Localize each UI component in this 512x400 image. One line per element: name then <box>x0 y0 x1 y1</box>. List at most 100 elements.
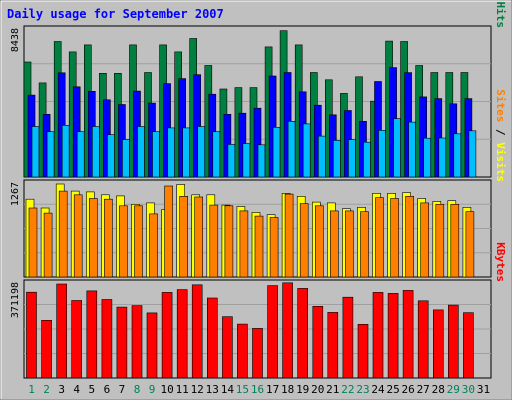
bar-pages-day-18 <box>287 121 296 178</box>
bar-kbytes-day-14 <box>222 316 233 379</box>
bar-sites-day-27 <box>420 202 430 278</box>
bar-sites-day-12 <box>194 196 203 278</box>
bar-kbytes-day-9 <box>146 312 158 379</box>
bar-pages-day-16 <box>257 144 266 178</box>
y-max-label: 1267 <box>10 182 21 206</box>
bar-pages-day-1 <box>31 126 40 178</box>
bar-kbytes-day-25 <box>387 293 399 379</box>
bar-pages-day-21 <box>332 140 341 178</box>
x-tick-label: 25 <box>386 383 399 396</box>
bar-pages-day-19 <box>302 123 311 178</box>
series-legend-label: KBytes <box>494 242 507 282</box>
bar-sites-day-21 <box>329 210 339 278</box>
x-tick-label: 21 <box>326 383 339 396</box>
bar-sites-day-20 <box>314 205 324 278</box>
x-tick-label: 4 <box>73 383 80 396</box>
x-tick-label: 9 <box>149 383 156 396</box>
bar-pages-day-30 <box>468 130 477 178</box>
bar-sites-day-6 <box>104 198 113 278</box>
x-tick-label: 26 <box>401 383 414 396</box>
legend-hits: Hits <box>494 2 507 29</box>
bar-files-day-24 <box>374 81 382 178</box>
series-legend-label: Pages / Files / Hits <box>494 0 507 28</box>
x-tick-label: 15 <box>236 383 249 396</box>
bar-kbytes-day-12 <box>191 284 203 379</box>
bar-sites-day-9 <box>149 213 158 278</box>
bar-sites-day-14 <box>224 205 234 278</box>
bar-kbytes-day-19 <box>297 288 309 379</box>
bar-kbytes-day-28 <box>432 309 444 379</box>
bar-sites-day-5 <box>89 198 98 278</box>
panel-hits-files-pages: 8438 Pages / Files / Hits <box>10 0 507 178</box>
bar-sites-day-22 <box>345 210 354 278</box>
legend-sites: Sites <box>494 89 507 122</box>
x-tick-label: 5 <box>88 383 95 396</box>
bar-sites-day-17 <box>269 217 279 278</box>
x-tick-label: 13 <box>206 383 219 396</box>
bar-kbytes-day-27 <box>417 300 429 379</box>
bar-kbytes-day-16 <box>252 328 263 379</box>
bar-sites-day-11 <box>179 196 188 278</box>
x-tick-label: 10 <box>160 383 173 396</box>
bar-pages-day-13 <box>212 131 221 178</box>
bar-pages-day-29 <box>453 133 462 178</box>
x-tick-label: 12 <box>191 383 204 396</box>
x-tick-label: 2 <box>43 383 50 396</box>
series-legend-label: Sites / Visits <box>494 89 507 182</box>
bar-pages-day-24 <box>378 130 386 178</box>
x-tick-label: 27 <box>417 383 430 396</box>
x-tick-label: 29 <box>447 383 460 396</box>
x-tick-label: 16 <box>251 383 264 396</box>
bar-kbytes-day-11 <box>176 289 188 379</box>
y-max-label: 371198 <box>10 282 21 318</box>
bar-sites-day-19 <box>299 203 309 278</box>
bar-kbytes-day-29 <box>447 304 459 379</box>
bar-sites-day-2 <box>43 212 53 278</box>
panel-kbytes: 371198 KBytes <box>10 242 507 379</box>
bar-files-day-17 <box>268 75 277 178</box>
bar-kbytes-day-10 <box>161 292 173 379</box>
bar-kbytes-day-15 <box>237 323 248 379</box>
bar-sites-day-7 <box>119 205 128 278</box>
x-tick-label: 20 <box>311 383 324 396</box>
bar-pages-day-11 <box>182 127 190 178</box>
bar-kbytes-day-17 <box>267 285 278 379</box>
x-tick-label: 22 <box>341 383 354 396</box>
legend-visits: Visits <box>494 142 507 182</box>
bar-kbytes-day-13 <box>207 297 218 379</box>
x-tick-label: 11 <box>176 383 189 396</box>
bar-kbytes-day-7 <box>116 306 128 379</box>
y-max-label: 8438 <box>10 28 21 52</box>
bar-sites-day-29 <box>450 204 460 278</box>
bar-pages-day-4 <box>76 131 85 178</box>
bar-sites-day-13 <box>209 204 219 278</box>
bar-kbytes-day-1 <box>26 291 37 379</box>
bar-sites-day-4 <box>73 194 83 278</box>
bar-kbytes-day-24 <box>372 292 384 379</box>
bar-pages-day-20 <box>317 135 326 178</box>
bar-kbytes-day-21 <box>327 312 339 379</box>
bar-pages-day-2 <box>46 131 55 178</box>
bar-pages-day-27 <box>423 137 432 178</box>
bar-pages-day-17 <box>272 127 281 178</box>
x-tick-label: 7 <box>119 383 126 396</box>
x-tick-label: 14 <box>221 383 235 396</box>
bar-pages-day-15 <box>242 143 251 178</box>
bar-kbytes-day-30 <box>463 312 474 379</box>
bar-kbytes-day-3 <box>56 283 68 379</box>
bar-kbytes-day-23 <box>357 323 369 379</box>
bar-files-day-3 <box>57 72 66 178</box>
bar-kbytes-day-20 <box>312 305 324 379</box>
x-tick-label: 8 <box>134 383 141 396</box>
bar-sites-day-18 <box>284 193 294 278</box>
bar-kbytes-day-2 <box>41 319 52 379</box>
bar-pages-day-26 <box>408 121 416 178</box>
bar-sites-day-1 <box>28 207 38 278</box>
panel-visits-sites: 1267 Sites / Visits <box>10 89 507 278</box>
bar-kbytes-day-5 <box>86 290 98 379</box>
x-tick-label: 17 <box>266 383 279 396</box>
bar-kbytes-day-26 <box>402 290 414 379</box>
bar-pages-day-8 <box>137 126 145 178</box>
chart-panels: 8438 Pages / Files / Hits 1267 Sites / Visi… <box>10 0 507 379</box>
bar-pages-day-10 <box>167 127 175 178</box>
